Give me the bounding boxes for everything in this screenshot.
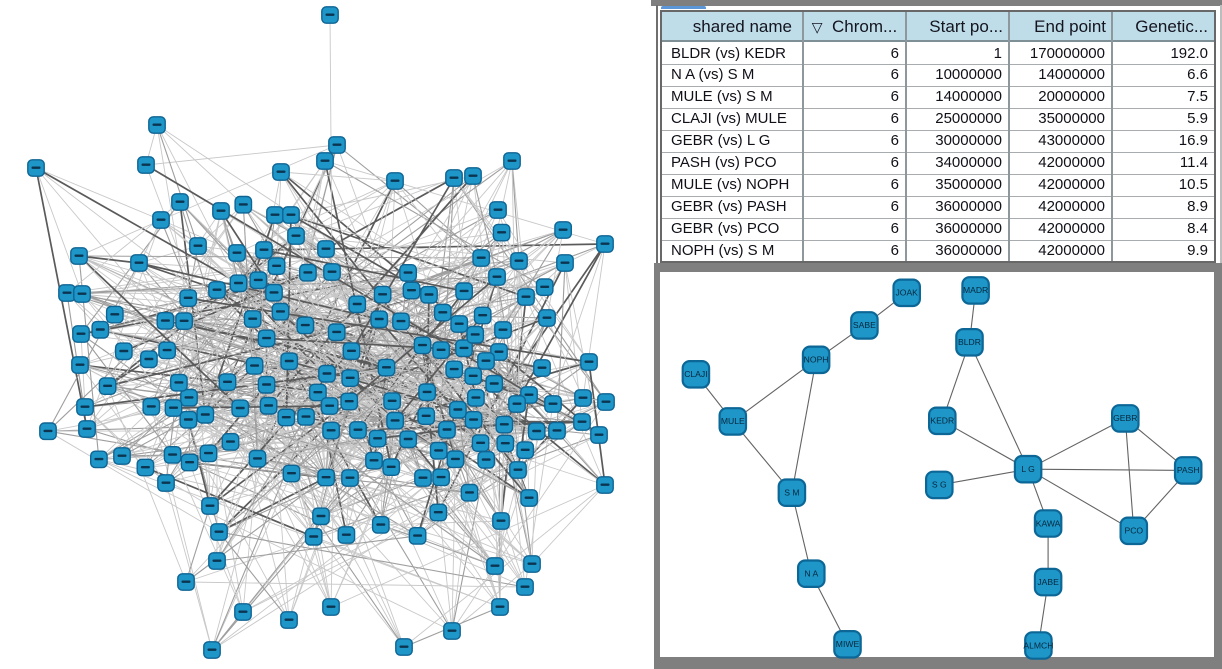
svg-text:S M: S M: [784, 488, 799, 498]
svg-text:GEBR: GEBR: [1113, 413, 1137, 423]
svg-text:L G: L G: [1021, 464, 1035, 474]
svg-text:MADR: MADR: [963, 285, 988, 295]
svg-text:N A: N A: [804, 569, 818, 579]
svg-text:JABE: JABE: [1037, 577, 1059, 587]
svg-text:SABE: SABE: [853, 320, 876, 330]
svg-text:PCO: PCO: [1124, 526, 1143, 536]
svg-text:BLDR: BLDR: [958, 337, 981, 347]
svg-text:JOAK: JOAK: [895, 288, 918, 298]
svg-text:PASH: PASH: [1177, 465, 1200, 475]
svg-text:MULE: MULE: [721, 416, 745, 426]
svg-text:KEDR: KEDR: [930, 416, 954, 426]
svg-text:KAWA: KAWA: [1036, 518, 1061, 528]
svg-text:CLAJI: CLAJI: [684, 369, 707, 379]
svg-text:S G: S G: [932, 480, 947, 490]
svg-text:MIWE: MIWE: [836, 639, 860, 649]
svg-text:NOPH: NOPH: [804, 355, 829, 365]
svg-text:ALMCH: ALMCH: [1023, 640, 1053, 650]
